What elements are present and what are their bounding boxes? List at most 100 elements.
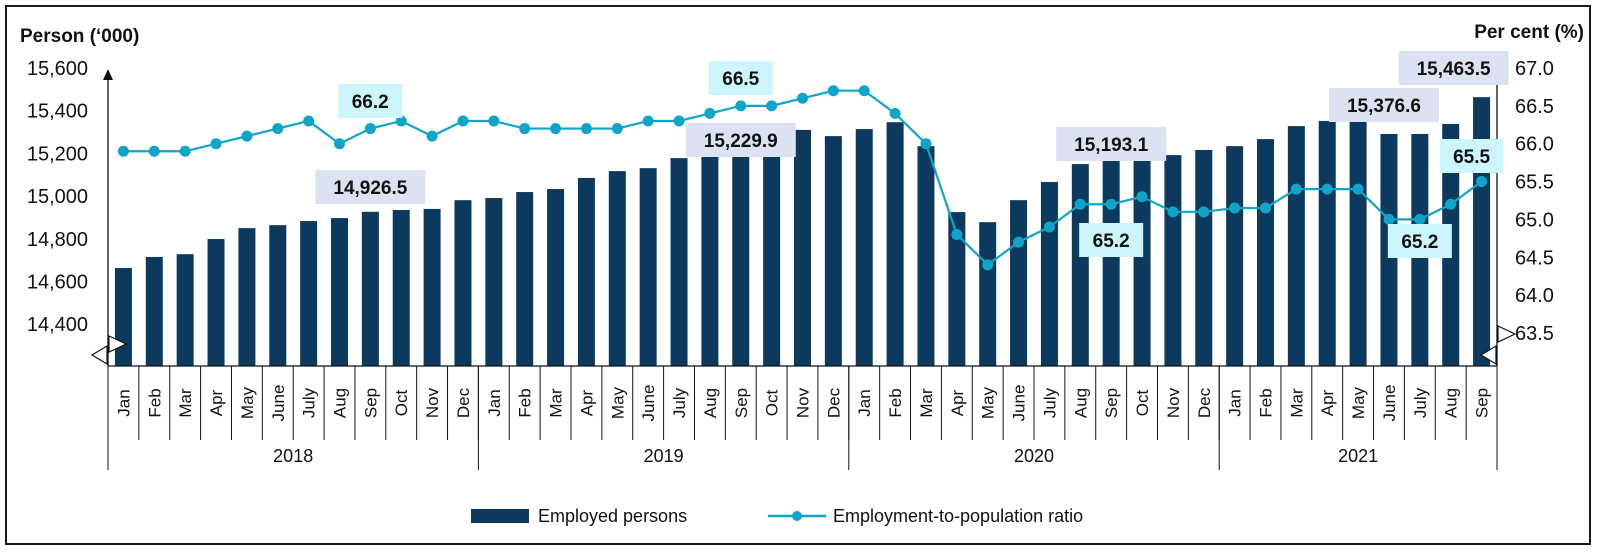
data-label-background xyxy=(315,170,426,204)
data-label-text: 15,376.6 xyxy=(1347,96,1421,117)
bar-employed-34 xyxy=(1164,155,1182,366)
legend-label-employed: Employed persons xyxy=(538,506,687,526)
bar-employed-16 xyxy=(608,171,626,366)
right-axis-break-icon xyxy=(1479,344,1497,366)
month-label: June xyxy=(1380,385,1399,422)
bar-employed-26 xyxy=(917,146,935,366)
point-ratio-1 xyxy=(148,145,160,157)
right-axis-break-icon xyxy=(1497,325,1517,343)
month-label: Oct xyxy=(1133,390,1152,417)
bar-employed-3 xyxy=(207,239,225,366)
bar-employed-14 xyxy=(547,189,565,366)
left-axis-break-icon xyxy=(108,335,128,353)
point-ratio-35 xyxy=(1198,206,1210,218)
line-series xyxy=(117,85,1488,271)
data-label-background xyxy=(1387,224,1452,258)
bar-employed-24 xyxy=(855,129,873,366)
point-ratio-6 xyxy=(303,115,315,127)
point-ratio-29 xyxy=(1013,236,1025,248)
month-label: Jan xyxy=(1226,389,1245,416)
left-axis-title: Person (‘000) xyxy=(20,26,139,47)
month-label: Feb xyxy=(516,388,535,417)
point-ratio-15 xyxy=(580,123,592,135)
month-label: Feb xyxy=(145,388,164,417)
point-ratio-44 xyxy=(1476,176,1488,188)
bar-employed-22 xyxy=(794,129,811,366)
point-ratio-0 xyxy=(117,145,129,157)
point-ratio-13 xyxy=(519,123,531,135)
month-label: Mar xyxy=(547,388,566,418)
month-label: July xyxy=(1040,387,1059,418)
month-label: May xyxy=(1349,386,1368,419)
bar-employed-10 xyxy=(423,208,441,366)
legend-marker-icon xyxy=(792,511,802,521)
year-label: 2020 xyxy=(1014,446,1054,466)
month-label: Aug xyxy=(331,388,350,418)
data-label-text: 14,926.5 xyxy=(333,178,407,199)
point-ratio-24 xyxy=(858,85,870,97)
month-label: Feb xyxy=(886,388,905,417)
right-axis-title: Per cent (%) xyxy=(1474,22,1584,43)
bar-employed-37 xyxy=(1257,139,1274,366)
axes: 15,600 15,400 15,200 15,000 14,800 14,600 14,4… xyxy=(27,58,1554,366)
bar-employed-15 xyxy=(577,177,595,366)
point-ratio-41 xyxy=(1383,213,1395,225)
month-label: June xyxy=(269,385,288,422)
month-label: Sep xyxy=(1102,388,1121,418)
left-tick-label: 15,200 xyxy=(27,143,88,165)
right-tick-label: 67.0 xyxy=(1515,58,1554,80)
data-label-background xyxy=(1328,88,1439,122)
left-tick-label: 14,800 xyxy=(27,229,88,251)
point-ratio-16 xyxy=(611,123,623,135)
bar-employed-21 xyxy=(763,146,781,366)
right-tick-label: 65.0 xyxy=(1515,209,1554,231)
left-tick-label: 14,400 xyxy=(27,314,88,336)
employed-data-label: 15,193.1 xyxy=(1056,127,1167,161)
month-label: Apr xyxy=(207,389,226,416)
month-label: Sep xyxy=(732,388,751,418)
month-label: Aug xyxy=(1442,388,1461,418)
bar-employed-27 xyxy=(948,212,966,366)
bar-employed-17 xyxy=(639,168,657,366)
bar-employed-9 xyxy=(392,209,410,366)
bar-employed-40 xyxy=(1349,117,1367,366)
year-label: 2021 xyxy=(1338,446,1378,466)
point-ratio-7 xyxy=(334,138,345,150)
data-label-text: 15,193.1 xyxy=(1074,135,1148,156)
data-label-text: 65.2 xyxy=(1401,232,1438,253)
month-label: Aug xyxy=(701,388,720,418)
month-label: Sep xyxy=(1473,388,1492,418)
bar-employed-20 xyxy=(732,147,750,366)
month-label: Mar xyxy=(917,388,936,418)
month-label: May xyxy=(238,386,257,419)
year-label: 2018 xyxy=(273,446,313,466)
bar-series xyxy=(114,97,1491,367)
point-ratio-33 xyxy=(1136,191,1148,203)
bar-employed-1 xyxy=(145,256,163,366)
point-ratio-8 xyxy=(364,123,376,135)
bar-employed-33 xyxy=(1133,153,1151,366)
bar-employed-31 xyxy=(1071,164,1089,366)
bar-employed-23 xyxy=(824,136,842,366)
bar-employed-7 xyxy=(331,218,348,366)
bar-employed-19 xyxy=(701,152,719,366)
data-label-text: 65.2 xyxy=(1093,231,1130,252)
data-label-text: 66.2 xyxy=(352,92,389,113)
point-ratio-11 xyxy=(457,115,469,127)
month-label: Dec xyxy=(824,387,843,418)
point-ratio-5 xyxy=(272,123,284,135)
data-label-background xyxy=(1056,127,1167,161)
point-ratio-43 xyxy=(1445,198,1457,210)
bar-employed-12 xyxy=(485,198,503,366)
point-ratio-40 xyxy=(1352,183,1364,195)
month-label: Jan xyxy=(855,389,874,416)
bar-employed-32 xyxy=(1102,154,1120,366)
month-label: Apr xyxy=(948,389,967,416)
employed-data-label: 15,376.6 xyxy=(1328,88,1439,122)
right-tick-label: 64.0 xyxy=(1515,285,1554,307)
point-ratio-28 xyxy=(982,259,994,271)
legend: Employed persons Employment-to-population… xyxy=(471,506,1083,526)
data-label-background xyxy=(1079,223,1144,257)
point-ratio-20 xyxy=(735,100,747,112)
bar-employed-25 xyxy=(886,122,904,366)
